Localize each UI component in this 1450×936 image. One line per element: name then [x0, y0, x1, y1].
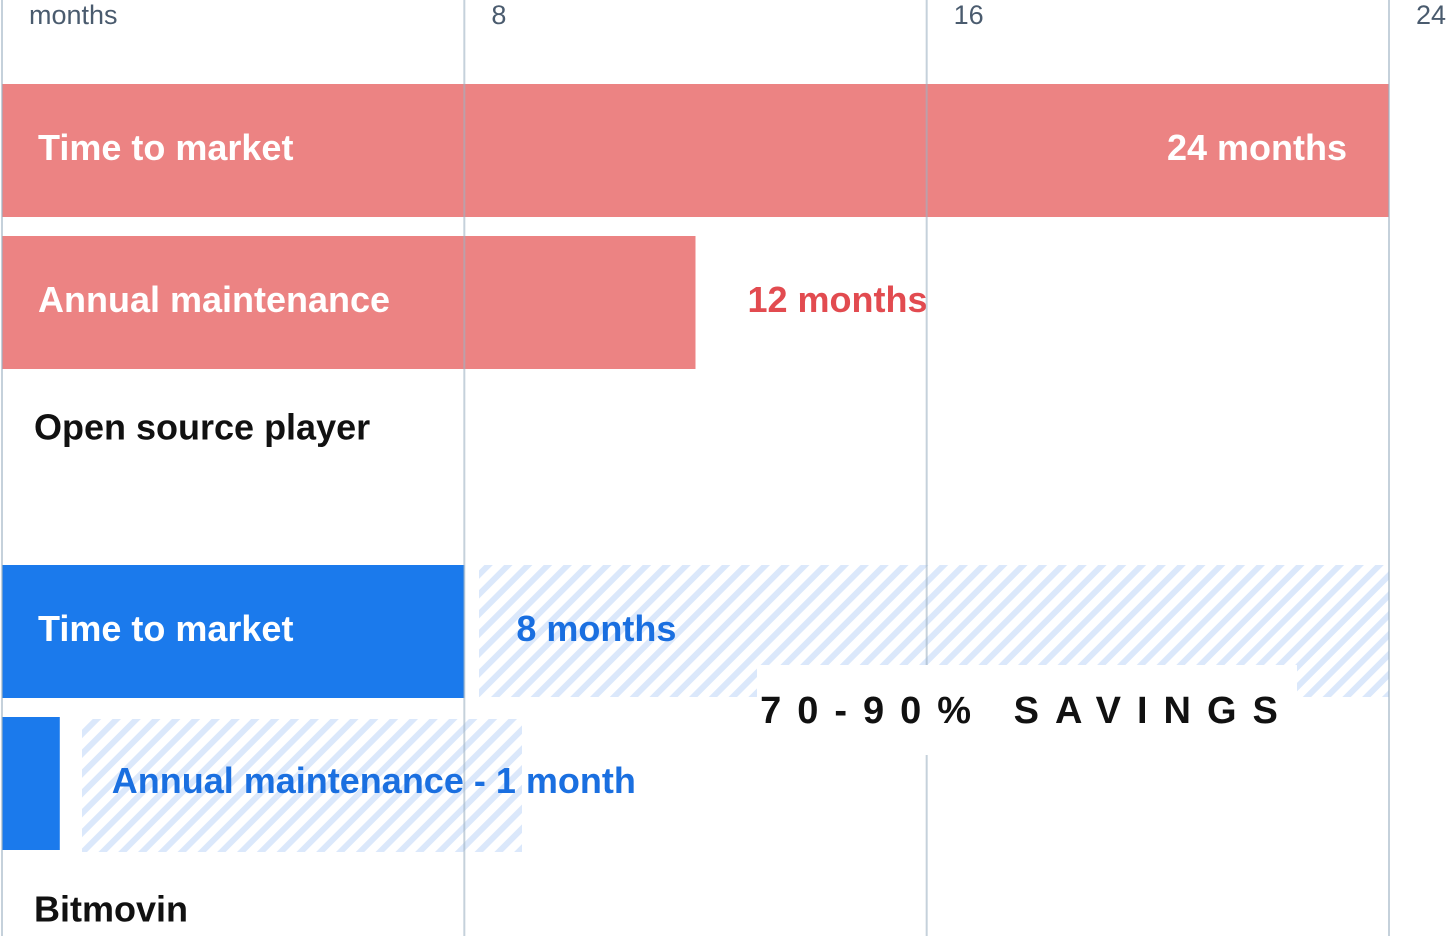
bar — [2, 84, 1389, 217]
annotation-box — [757, 665, 1297, 755]
bar-label: Annual maintenance — [38, 279, 390, 320]
bar-label: Time to market — [38, 608, 293, 649]
bar-label: Time to market — [38, 127, 293, 168]
value-label: 8 months — [516, 608, 676, 649]
hatch-area — [82, 719, 522, 852]
bar — [2, 717, 60, 850]
bar — [2, 565, 465, 698]
x-tick-label: 8 — [491, 0, 506, 30]
bar — [2, 236, 696, 369]
value-label: 24 months — [1167, 127, 1347, 168]
group-label: Bitmovin — [34, 889, 188, 930]
x-tick-label: 16 — [954, 0, 984, 30]
value-label: Annual maintenance - 1 month — [112, 760, 636, 801]
value-label: 12 months — [748, 279, 928, 320]
x-tick-label: 24 — [1416, 0, 1446, 30]
x-tick-label: months — [29, 0, 118, 30]
annotation: 70-90% SAVINGS — [760, 690, 1294, 732]
group-label: Open source player — [34, 407, 370, 448]
